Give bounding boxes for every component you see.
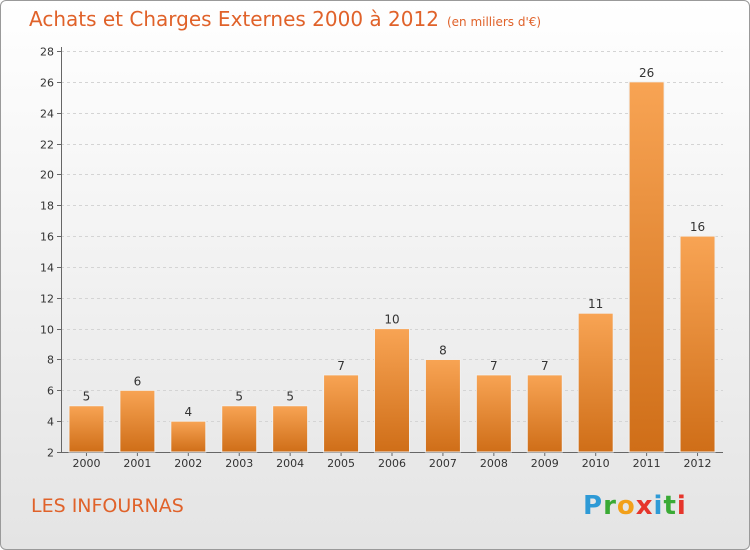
bar — [221, 405, 258, 453]
logo-letter: o — [616, 491, 636, 521]
place-name: LES INFOURNAS — [31, 495, 184, 517]
x-tick-label: 2011 — [633, 457, 661, 470]
y-tick-label: 10 — [40, 324, 54, 337]
y-tick-label: 18 — [40, 200, 54, 213]
x-tick-label: 2000 — [72, 457, 100, 470]
x-tick-label: 2001 — [123, 457, 151, 470]
chart-title: Achats et Charges Externes 2000 à 2012 (e… — [29, 7, 541, 31]
y-tick-label: 12 — [40, 293, 54, 306]
x-tick-label: 2002 — [174, 457, 202, 470]
y-tick-label: 20 — [40, 169, 54, 182]
data-label: 7 — [490, 359, 498, 373]
data-label: 5 — [235, 390, 243, 404]
proxiti-logo: Proxiti — [583, 491, 687, 521]
bar — [68, 405, 105, 453]
data-label: 16 — [690, 220, 705, 234]
bar — [526, 374, 563, 453]
data-label: 4 — [184, 405, 192, 419]
data-label: 7 — [541, 359, 549, 373]
bar — [679, 235, 716, 453]
bar — [323, 374, 360, 453]
logo-letter: r — [603, 491, 617, 521]
y-tick-label: 14 — [40, 262, 54, 275]
bar — [170, 420, 207, 453]
bars — [68, 81, 716, 453]
data-label: 6 — [134, 374, 142, 388]
x-tick-label: 2006 — [378, 457, 406, 470]
x-tick-label: 2005 — [327, 457, 355, 470]
data-label: 10 — [384, 313, 399, 327]
bar — [475, 374, 512, 453]
x-tick-label: 2008 — [480, 457, 508, 470]
x-tick-label: 2009 — [531, 457, 559, 470]
data-label: 11 — [588, 297, 603, 311]
logo-letter: t — [663, 491, 677, 521]
y-tick-label: 2 — [47, 447, 54, 460]
data-label: 5 — [83, 390, 91, 404]
logo-letter: i — [653, 491, 664, 521]
y-tick-label: 26 — [40, 77, 54, 90]
data-label: 5 — [286, 390, 294, 404]
data-label: 7 — [337, 359, 345, 373]
logo-letter: P — [583, 491, 604, 521]
x-tick-label: 2004 — [276, 457, 304, 470]
logo-letter: i — [676, 491, 687, 521]
bar — [119, 389, 156, 453]
y-tick-label: 22 — [40, 139, 54, 152]
logo-letter: x — [635, 491, 654, 521]
data-labels: 5 6 4 5 5 7 10 8 7 7 11 26 16 — [83, 66, 706, 419]
bar — [628, 81, 665, 453]
bar — [374, 328, 410, 453]
bar — [424, 358, 461, 453]
x-tick-label: 2010 — [582, 457, 610, 470]
y-tick-label: 4 — [47, 416, 54, 429]
title-text: Achats et Charges Externes 2000 à 2012 — [29, 7, 439, 31]
y-tick-label: 8 — [47, 354, 54, 367]
data-label: 26 — [639, 66, 654, 80]
data-label: 8 — [439, 343, 447, 357]
x-tick-label: 2007 — [429, 457, 457, 470]
y-tick-label: 24 — [40, 108, 54, 121]
x-tick-label: 2003 — [225, 457, 253, 470]
bar — [272, 405, 309, 453]
x-tick-label: 2012 — [684, 457, 712, 470]
bar — [577, 312, 614, 453]
y-tick-label: 6 — [47, 385, 54, 398]
unit-text: (en milliers d'€) — [446, 15, 542, 29]
y-tick-label: 28 — [40, 46, 54, 59]
y-tick-label: 16 — [40, 231, 54, 244]
